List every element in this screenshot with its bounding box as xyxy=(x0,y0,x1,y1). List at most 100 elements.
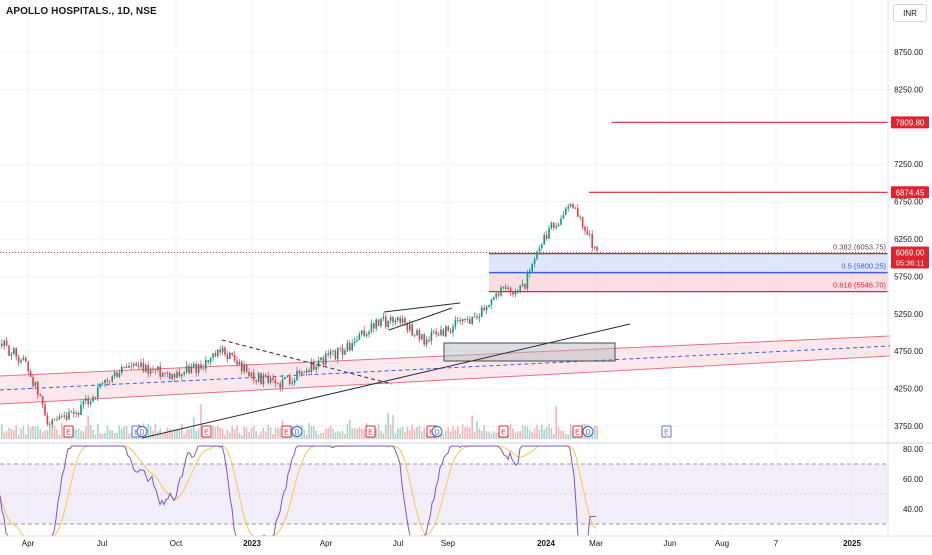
volume-bar xyxy=(382,432,385,439)
volume-bar xyxy=(128,433,130,439)
volume-bar xyxy=(10,428,13,439)
candle-body xyxy=(421,334,423,340)
dividend-marker xyxy=(291,426,303,437)
volume-bar xyxy=(51,426,53,439)
volume-bar xyxy=(332,428,334,439)
volume-bar xyxy=(229,432,231,439)
volume-bar xyxy=(490,433,493,439)
volume-bar xyxy=(145,433,147,439)
candle-body xyxy=(253,372,255,381)
fib-zone-blue xyxy=(489,253,888,273)
candle-body xyxy=(274,379,277,384)
channel-mid xyxy=(0,345,891,391)
candle-body xyxy=(289,376,291,384)
candle-body xyxy=(380,318,382,326)
volume-bar xyxy=(224,434,226,439)
candle-body xyxy=(10,354,13,356)
candle-body xyxy=(543,234,545,245)
candle-body xyxy=(481,307,483,317)
candle-body xyxy=(238,361,241,365)
candle-body xyxy=(41,395,44,405)
candle-body xyxy=(193,363,195,367)
candle-body xyxy=(500,287,502,296)
volume-bar xyxy=(183,433,185,439)
volume-bar xyxy=(519,431,521,439)
candle-body xyxy=(68,411,70,420)
dividend-marker xyxy=(136,426,148,437)
volume-bar xyxy=(353,427,356,439)
candle-body xyxy=(202,368,205,370)
candle-body xyxy=(337,348,339,360)
volume-bar xyxy=(543,429,545,439)
candle-body xyxy=(260,372,262,385)
volume-bar xyxy=(1,424,3,439)
trend-lines xyxy=(141,302,631,439)
candle-body xyxy=(262,375,265,385)
candle-body xyxy=(375,319,377,329)
candle-body xyxy=(349,342,351,351)
candle-body xyxy=(365,334,368,337)
volume-bar xyxy=(53,425,56,439)
volume-bar xyxy=(305,434,308,439)
earnings-marker-label: E xyxy=(66,430,71,437)
volume-bar xyxy=(337,431,339,439)
candle-body xyxy=(80,404,82,416)
time-tick-label: Jun xyxy=(664,539,677,548)
volume-bar xyxy=(200,403,202,439)
candle-body xyxy=(125,366,128,369)
volume-bar xyxy=(147,424,149,439)
candle-body xyxy=(284,376,286,380)
candle-body xyxy=(157,366,159,371)
volume-bar xyxy=(524,426,526,439)
candle-body xyxy=(526,273,529,289)
candle-body xyxy=(231,352,233,356)
candle-body xyxy=(555,225,557,228)
volume-bar xyxy=(454,429,457,439)
candle-body xyxy=(207,360,209,363)
candle-body xyxy=(29,371,32,378)
time-tick-label: Aug xyxy=(715,539,729,548)
time-tick-label: Jul xyxy=(97,539,107,548)
volume-bar xyxy=(538,429,541,439)
candle-body xyxy=(569,204,572,207)
currency-selector[interactable]: INR xyxy=(893,4,927,22)
volume-bar xyxy=(58,434,61,439)
candle-body xyxy=(313,361,315,370)
candle-body xyxy=(291,382,293,384)
candle-body xyxy=(161,372,164,377)
volume-bar xyxy=(41,432,44,439)
candle-body xyxy=(8,345,10,356)
volume-bar xyxy=(341,430,344,439)
candle-body xyxy=(545,234,548,239)
candle-body xyxy=(416,330,418,336)
candle-body xyxy=(572,204,574,209)
candle-body xyxy=(248,371,250,377)
volume-bar xyxy=(349,419,351,439)
candle-body xyxy=(502,287,505,288)
rsi-pane: 80.00 60.00 40.00 xyxy=(0,445,924,537)
volume-bar xyxy=(459,433,461,439)
candle-body xyxy=(37,381,39,395)
candle-body xyxy=(171,374,173,379)
candle-body xyxy=(529,271,531,274)
candle-body xyxy=(325,353,327,365)
volume-bar xyxy=(231,426,233,439)
volume-bar xyxy=(493,431,495,439)
candle-body xyxy=(363,330,365,337)
candle-body xyxy=(308,370,310,373)
target-price-tag-bg xyxy=(891,116,929,129)
volume-bar xyxy=(77,428,80,439)
dividend-marker-label: D xyxy=(585,430,590,437)
candle-body xyxy=(562,214,565,219)
volume-bar xyxy=(277,427,279,439)
fib-label: 0.5 (5800.25) xyxy=(841,262,886,271)
volume-bar xyxy=(116,432,118,439)
volume-bar xyxy=(34,426,37,439)
volume-bar xyxy=(238,432,241,439)
volume-bar xyxy=(529,429,531,439)
candle-body xyxy=(454,320,457,327)
dividend-marker xyxy=(431,426,443,437)
candle-body xyxy=(596,246,598,251)
